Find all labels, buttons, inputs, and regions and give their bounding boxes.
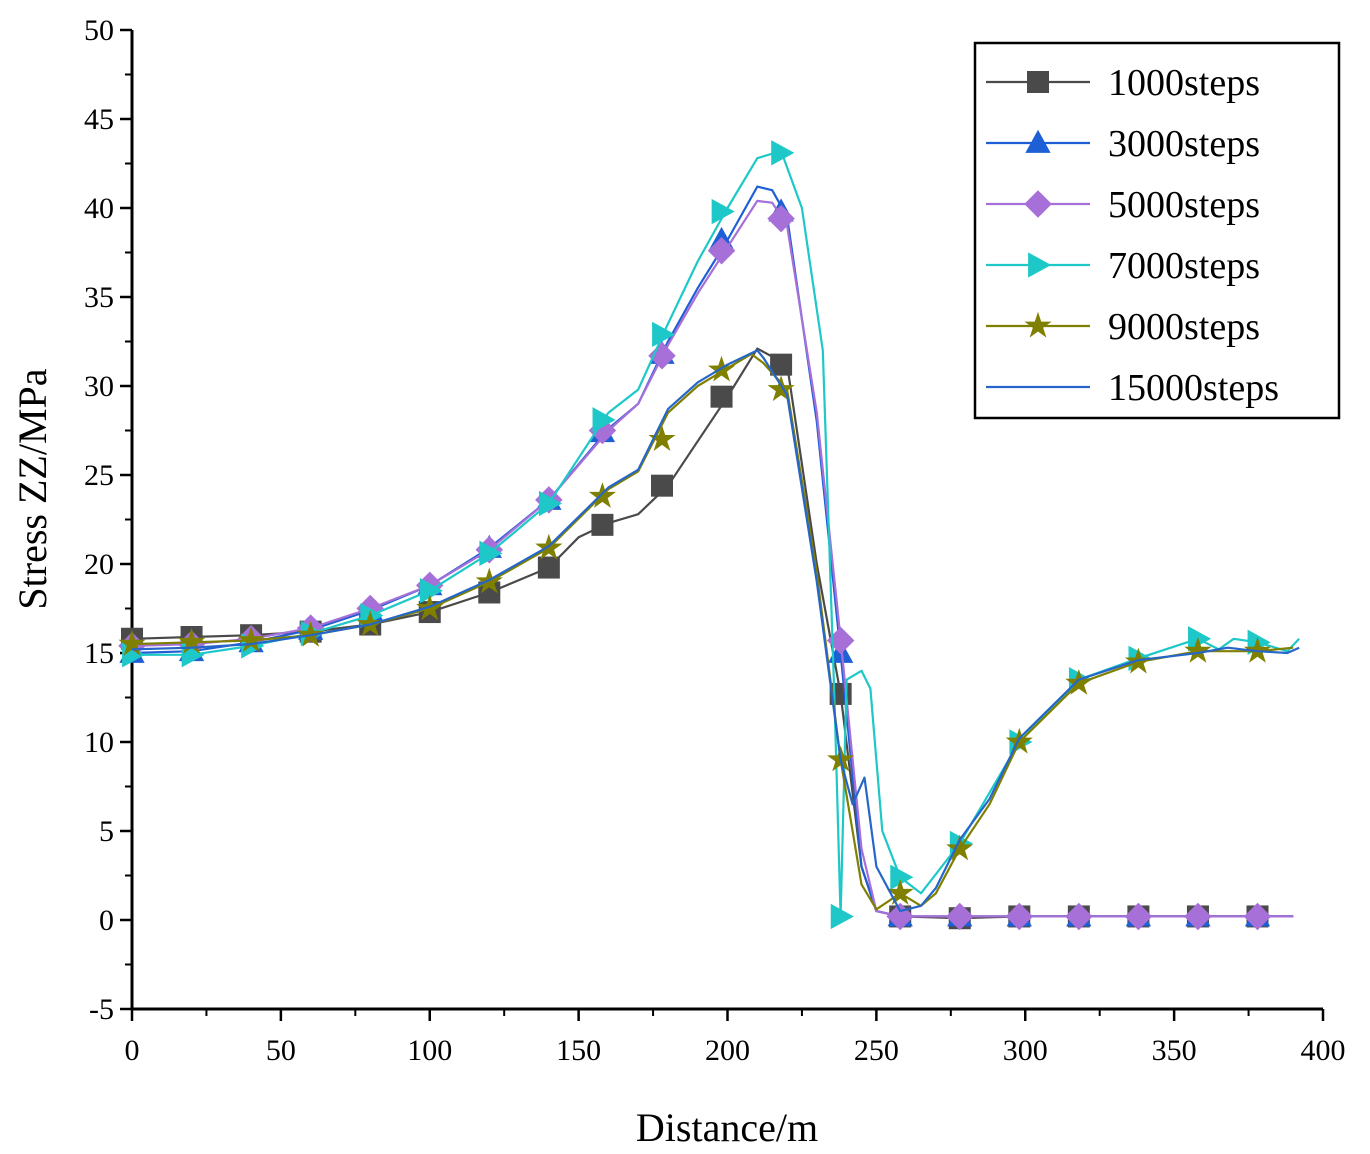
data-point-1000steps (537, 556, 560, 579)
plot-series (118, 140, 1300, 931)
series-1000steps (121, 347, 1294, 930)
data-point-7000steps (419, 578, 443, 604)
series-line-9000steps (131, 352, 1294, 911)
data-point-7000steps (890, 864, 914, 890)
data-point-9000steps (177, 628, 206, 654)
y-tick-label: 50 (84, 14, 114, 47)
y-axis-title: Stress ZZ/MPa (10, 368, 55, 609)
data-point-9000steps (118, 629, 146, 656)
data-point-5000steps (767, 204, 795, 233)
y-tick-label: 5 (99, 815, 114, 848)
y-tick-label: 40 (84, 192, 114, 225)
data-point-9000steps (1243, 636, 1272, 663)
x-tick-label: 150 (556, 1034, 601, 1067)
legend-marker-3000steps (1025, 129, 1051, 153)
data-point-9000steps (946, 834, 974, 861)
data-point-7000steps (592, 407, 616, 433)
data-point-5000steps (1184, 902, 1212, 931)
y-tick-label: -5 (89, 993, 114, 1026)
legend-label-9000steps: 9000steps (1108, 306, 1260, 348)
data-point-9000steps (1184, 636, 1212, 663)
data-point-5000steps (1005, 902, 1034, 931)
data-point-5000steps (945, 902, 974, 931)
data-point-9000steps (767, 375, 795, 402)
data-point-5000steps (1124, 902, 1153, 931)
legend-label-3000steps: 3000steps (1108, 123, 1260, 165)
legend-marker-9000steps (1024, 311, 1052, 338)
legend-label-15000steps: 15000steps (1108, 367, 1279, 409)
data-point-7000steps (711, 198, 735, 225)
data-point-1000steps (710, 385, 733, 408)
data-point-9000steps (237, 626, 265, 653)
y-tick-label: 25 (84, 459, 114, 492)
x-axis-title: Distance/m (636, 1105, 818, 1150)
data-point-7000steps (830, 903, 854, 930)
data-point-5000steps (707, 236, 736, 265)
data-point-7000steps (652, 321, 676, 348)
x-tick-label: 250 (854, 1034, 899, 1067)
legend-marker-1000steps (1027, 71, 1049, 93)
x-tick-label: 100 (407, 1034, 452, 1067)
data-point-9000steps (648, 425, 676, 451)
legend-marker-7000steps (1028, 252, 1052, 278)
tick-labels: 0 50 100 150 200 250 300 350 400 -5 0 5 10 15 20 25 30 35… (84, 14, 1346, 1067)
series-line-5000steps (131, 199, 1294, 918)
legend-label-5000steps: 5000steps (1108, 184, 1260, 226)
legend-label-7000steps: 7000steps (1108, 245, 1260, 287)
data-point-7000steps (538, 490, 563, 517)
y-tick-label: 30 (84, 370, 114, 403)
data-point-5000steps (1243, 902, 1272, 931)
x-tick-label: 0 (125, 1034, 140, 1067)
y-tick-label: 0 (99, 904, 114, 937)
data-point-7000steps (771, 140, 795, 166)
data-point-9000steps (886, 879, 914, 905)
legend-box (973, 41, 1341, 420)
data-point-9000steps (1065, 669, 1093, 695)
data-point-5000steps (1065, 902, 1093, 931)
legend: 1000steps 3000steps 5000steps 7000steps 9000… (973, 41, 1341, 420)
data-point-9000steps (588, 482, 616, 508)
y-tick-label: 45 (84, 103, 114, 136)
data-point-5000steps (826, 626, 855, 655)
y-tick-label: 15 (84, 637, 114, 670)
series-line-15000steps (131, 349, 1300, 913)
x-tick-label: 400 (1301, 1034, 1346, 1067)
data-point-7000steps (479, 540, 503, 566)
legend-marker-5000steps (1024, 190, 1052, 218)
y-tick-label: 10 (84, 726, 114, 759)
data-point-1000steps (650, 474, 673, 497)
x-tick-label: 350 (1152, 1034, 1197, 1067)
data-point-1000steps (770, 353, 793, 376)
legend-label-1000steps: 1000steps (1108, 62, 1260, 104)
data-point-9000steps (297, 620, 325, 647)
y-tick-label: 20 (84, 548, 114, 581)
series-15000steps (131, 349, 1300, 913)
axes (120, 28, 1325, 1021)
x-tick-label: 200 (705, 1034, 750, 1067)
y-tick-label: 35 (84, 281, 114, 314)
data-point-7000steps (1188, 626, 1212, 652)
x-tick-label: 300 (1003, 1034, 1048, 1067)
data-point-5000steps (648, 341, 676, 370)
data-point-9000steps (356, 610, 384, 637)
data-point-1000steps (591, 513, 614, 536)
x-tick-label: 50 (266, 1034, 296, 1067)
